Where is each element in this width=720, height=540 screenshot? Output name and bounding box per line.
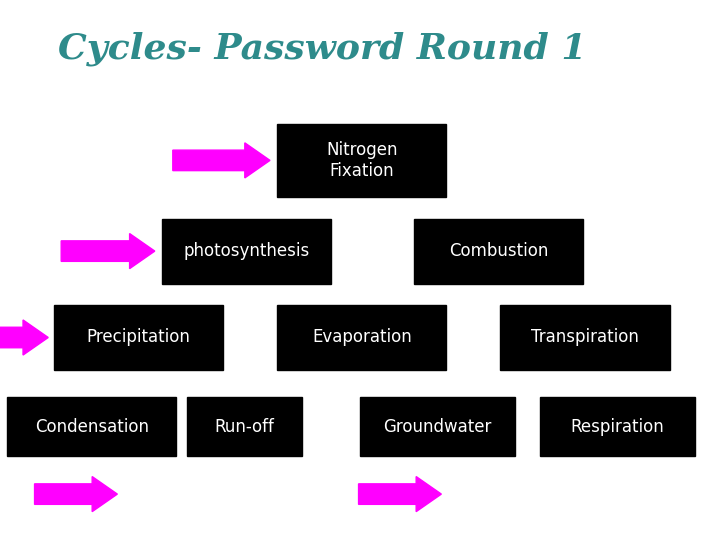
FancyBboxPatch shape bbox=[500, 305, 670, 370]
Text: Evaporation: Evaporation bbox=[312, 328, 412, 347]
Text: Groundwater: Groundwater bbox=[383, 417, 492, 436]
FancyBboxPatch shape bbox=[277, 305, 446, 370]
FancyBboxPatch shape bbox=[187, 397, 302, 456]
Text: photosynthesis: photosynthesis bbox=[184, 242, 310, 260]
FancyBboxPatch shape bbox=[414, 219, 583, 284]
Text: Cycles- Password Round 1: Cycles- Password Round 1 bbox=[58, 31, 586, 66]
FancyBboxPatch shape bbox=[162, 219, 331, 284]
FancyArrow shape bbox=[173, 143, 270, 178]
FancyArrow shape bbox=[0, 320, 48, 355]
FancyArrow shape bbox=[61, 233, 155, 268]
FancyArrow shape bbox=[35, 476, 117, 512]
Text: Run-off: Run-off bbox=[215, 417, 275, 436]
FancyBboxPatch shape bbox=[7, 397, 176, 456]
FancyBboxPatch shape bbox=[360, 397, 515, 456]
FancyBboxPatch shape bbox=[540, 397, 695, 456]
Text: Condensation: Condensation bbox=[35, 417, 149, 436]
FancyBboxPatch shape bbox=[54, 305, 223, 370]
Text: Precipitation: Precipitation bbox=[86, 328, 191, 347]
FancyBboxPatch shape bbox=[277, 124, 446, 197]
Text: Combustion: Combustion bbox=[449, 242, 549, 260]
Text: Nitrogen
Fixation: Nitrogen Fixation bbox=[326, 141, 397, 180]
Text: Transpiration: Transpiration bbox=[531, 328, 639, 347]
FancyArrow shape bbox=[359, 476, 441, 512]
Text: Respiration: Respiration bbox=[570, 417, 665, 436]
